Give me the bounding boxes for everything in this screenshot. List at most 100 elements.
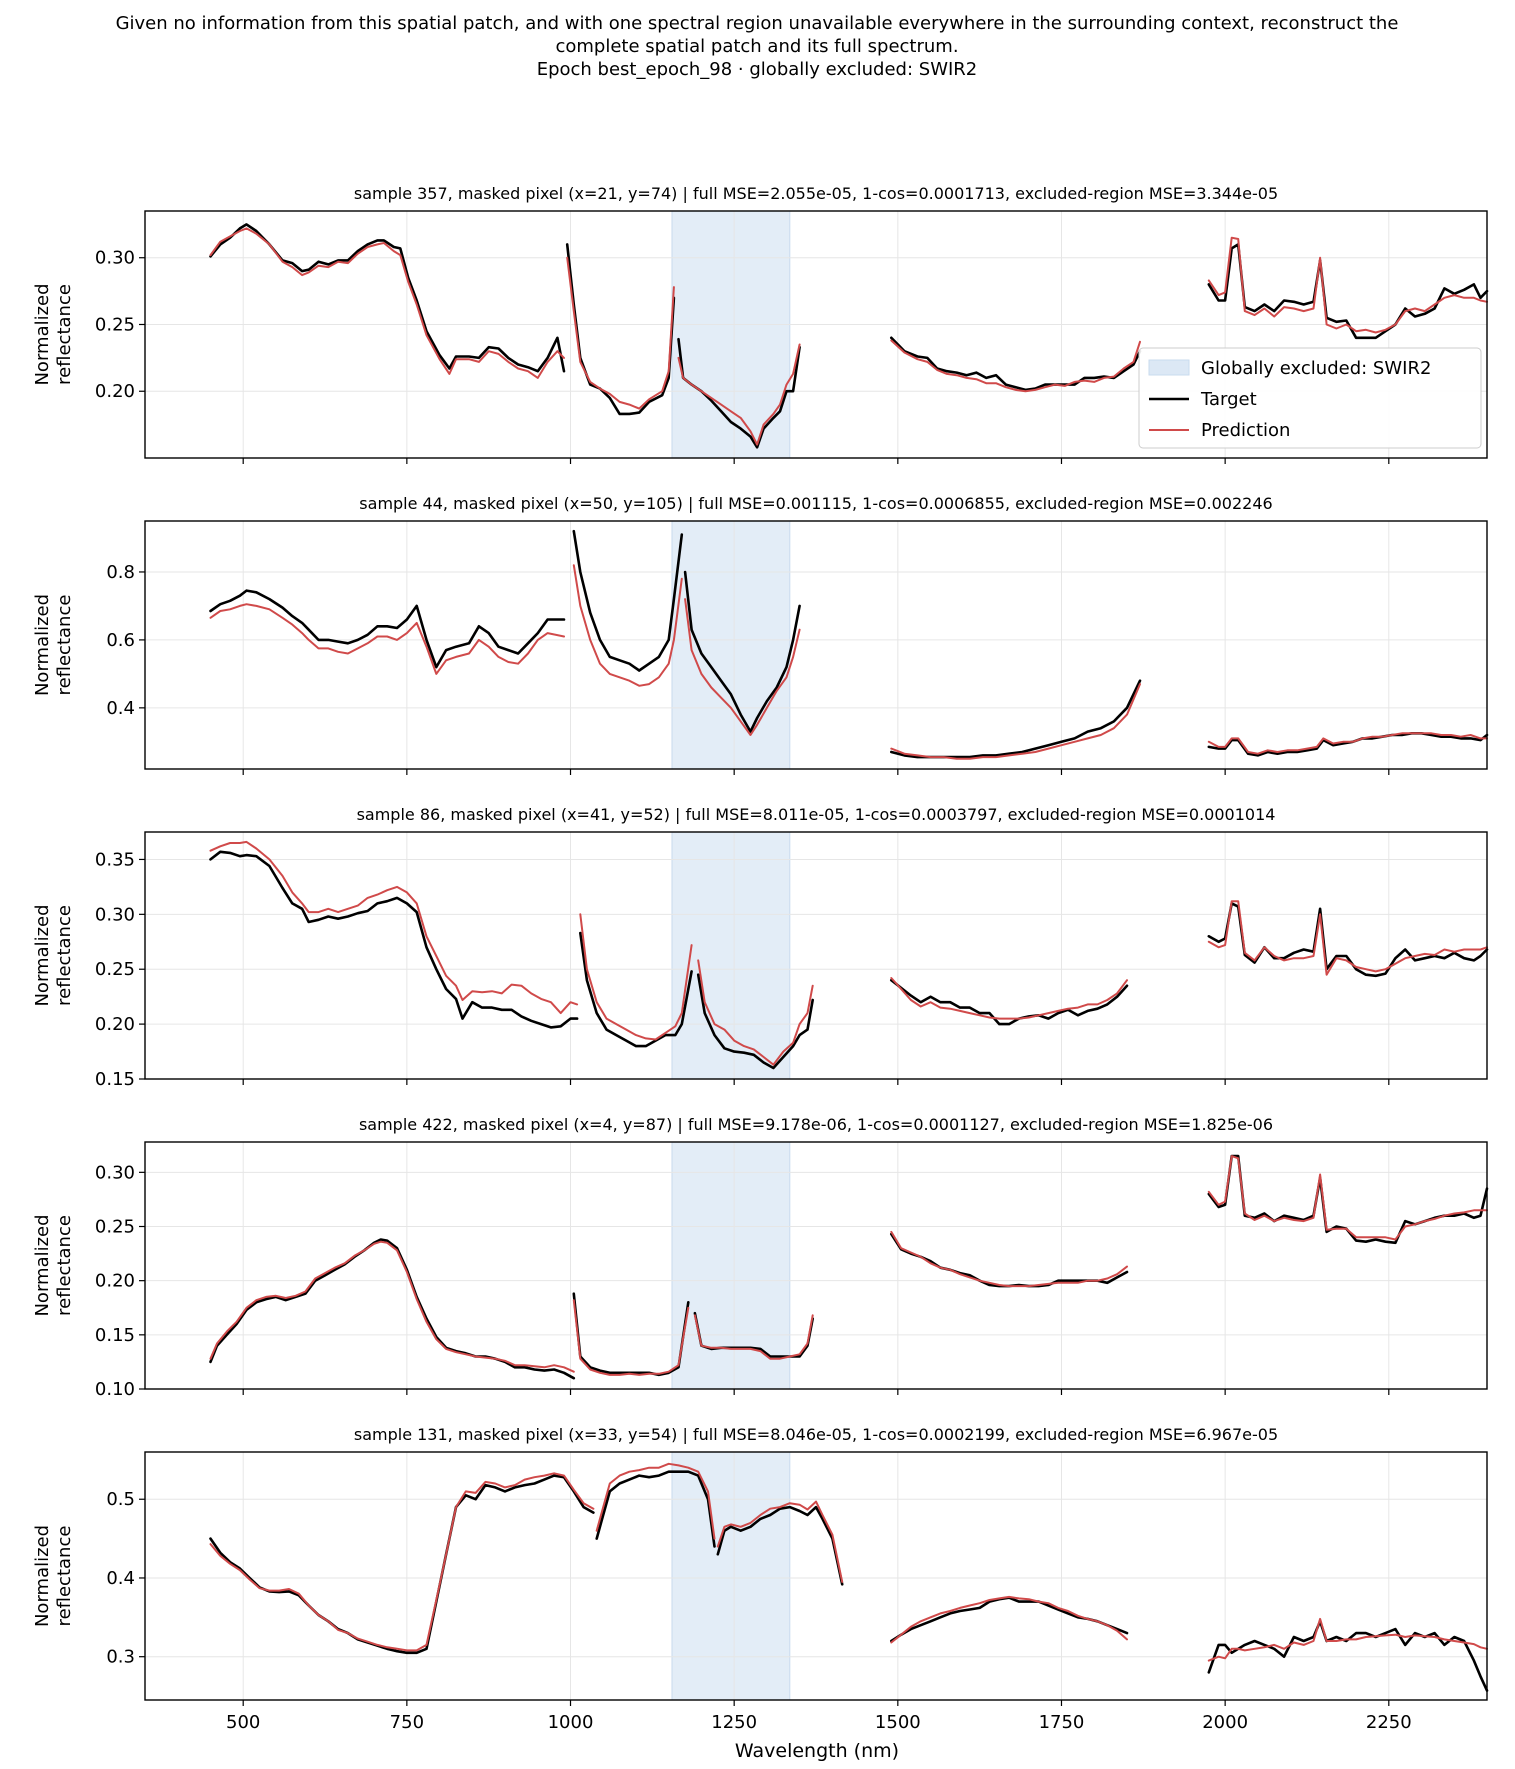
y-axis-label-line-2: reflectance xyxy=(54,1526,75,1627)
y-tick-label: 0.25 xyxy=(95,1217,135,1238)
prediction-line-segment-5 xyxy=(1207,732,1488,755)
y-tick-label: 0.25 xyxy=(95,959,135,980)
prediction-line-segment-5 xyxy=(1207,900,1488,976)
target-line-segment-1 xyxy=(209,1238,576,1380)
prediction-line-segment-4 xyxy=(890,1230,1128,1288)
subplot-1: 0.20 0.25 0.30 sample 357, masked pixel (x=… xyxy=(32,184,1489,464)
subplot-title: sample 131, masked pixel (x=33, y=54) | … xyxy=(354,1425,1278,1444)
plot-frame xyxy=(144,520,1488,770)
y-tick-label: 0.6 xyxy=(106,630,135,651)
y-axis-label-line-1: Normalized xyxy=(32,1214,53,1316)
prediction-line-segment-4 xyxy=(890,977,1128,1020)
subplot-title: sample 86, masked pixel (x=41, y=52) | f… xyxy=(357,805,1276,824)
y-tick-label: 0.4 xyxy=(106,698,135,719)
target-line-segment-2 xyxy=(579,931,693,1048)
y-axis-label-line-1: Normalized xyxy=(32,904,53,1006)
subplot-title: sample 357, masked pixel (x=21, y=74) | … xyxy=(354,184,1278,203)
legend-label: Globally excluded: SWIR2 xyxy=(1201,358,1431,379)
subplot-2: 0.4 0.6 0.8 sample 44, masked pixel (x=50, … xyxy=(32,494,1489,775)
x-tick-label: 500 xyxy=(226,1712,260,1733)
y-axis-label-line-2: reflectance xyxy=(54,284,75,385)
prediction-line-segment-3 xyxy=(677,343,801,446)
y-tick-label: 0.35 xyxy=(95,849,135,870)
prediction-line-segment-2 xyxy=(572,564,683,687)
target-line-segment-2 xyxy=(572,1292,690,1377)
subplot-title: sample 44, masked pixel (x=50, y=105) | … xyxy=(359,494,1272,513)
plot-frame xyxy=(144,210,1488,459)
y-axis-label-line-1: Normalized xyxy=(32,1525,53,1627)
x-tick-label: 1250 xyxy=(711,1712,757,1733)
subplot-5: 500 750 1000 1250 1500 1750 2000 2250 0.3 0.4 0.5 s… xyxy=(32,1425,1489,1733)
prediction-line-segment-4 xyxy=(890,1595,1128,1644)
legend-label: Target xyxy=(1200,389,1257,410)
target-line-segment-5 xyxy=(1207,1620,1489,1692)
y-tick-label: 0.20 xyxy=(95,1271,135,1292)
plot-frame xyxy=(144,1141,1488,1390)
prediction-line-segment-2 xyxy=(566,256,675,410)
y-tick-label: 0.10 xyxy=(95,1379,135,1400)
target-line-segment-5 xyxy=(1207,243,1489,340)
target-line-segment-3 xyxy=(683,570,801,733)
y-tick-label: 0.25 xyxy=(95,314,135,335)
target-line-segment-3 xyxy=(716,1505,844,1586)
target-line-segment-5 xyxy=(1207,732,1489,757)
y-tick-label: 0.5 xyxy=(106,1489,135,1510)
legend-label: Prediction xyxy=(1201,420,1290,441)
prediction-line-segment-5 xyxy=(1207,1155,1488,1241)
prediction-line-segment-2 xyxy=(572,1299,690,1376)
target-line-segment-4 xyxy=(890,978,1129,1026)
target-line-segment-2 xyxy=(595,1470,716,1548)
prediction-line-segment-2 xyxy=(595,1462,716,1540)
subplot-panels: 0.20 0.25 0.30 sample 357, masked pixel (x=… xyxy=(32,184,1489,1733)
figure-title-line-2: complete spatial patch and its full spec… xyxy=(555,36,958,57)
x-tick-label: 750 xyxy=(390,1712,424,1733)
plot-frame xyxy=(144,1451,1488,1701)
y-axis-label-line-1: Normalized xyxy=(32,594,53,696)
excluded-region-band xyxy=(671,1451,791,1701)
figure-title-line-3: Epoch best_epoch_98 · globally excluded:… xyxy=(537,59,978,80)
prediction-line-segment-3 xyxy=(716,1500,844,1583)
target-line-segment-2 xyxy=(572,529,684,672)
prediction-line-segment-1 xyxy=(209,1240,575,1373)
legend-box xyxy=(1138,347,1482,449)
target-line-segment-4 xyxy=(890,336,1142,392)
y-tick-label: 0.4 xyxy=(106,1568,135,1589)
subplot-title: sample 422, masked pixel (x=4, y=87) | f… xyxy=(359,1115,1273,1134)
target-line-segment-1 xyxy=(209,1474,595,1655)
y-tick-label: 0.30 xyxy=(95,248,135,269)
prediction-line-segment-1 xyxy=(209,227,565,379)
y-axis-label-line-1: Normalized xyxy=(32,283,53,385)
prediction-line-segment-5 xyxy=(1207,1617,1488,1662)
target-line-segment-5 xyxy=(1207,902,1489,978)
y-axis-label-line-2: reflectance xyxy=(54,595,75,696)
prediction-line-segment-4 xyxy=(890,683,1141,760)
prediction-line-segment-2 xyxy=(579,913,693,1041)
figure-title-line-1: Given no information from this spatial p… xyxy=(116,13,1399,34)
y-tick-label: 0.15 xyxy=(95,1325,135,1346)
prediction-line-segment-1 xyxy=(209,840,579,1015)
target-line-segment-1 xyxy=(209,589,566,669)
y-tick-label: 0.30 xyxy=(95,1162,135,1183)
target-line-segment-3 xyxy=(696,973,814,1070)
x-tick-label: 1500 xyxy=(875,1712,921,1733)
y-tick-label: 0.20 xyxy=(95,1014,135,1035)
plot-frame xyxy=(144,831,1488,1080)
prediction-line-segment-3 xyxy=(697,959,814,1066)
y-tick-label: 0.8 xyxy=(106,562,135,583)
legend-swatch-excluded xyxy=(1148,359,1190,376)
y-tick-label: 0.15 xyxy=(95,1069,135,1090)
x-axis-label: Wavelength (nm) xyxy=(735,1740,899,1762)
prediction-line-segment-3 xyxy=(693,1314,814,1360)
legend: Globally excluded: SWIR2 Target Prediction xyxy=(1138,347,1482,449)
prediction-line-segment-1 xyxy=(209,603,565,675)
excluded-region-band xyxy=(671,520,791,770)
excluded-region-band xyxy=(671,1141,791,1390)
x-tick-label: 1000 xyxy=(548,1712,594,1733)
y-tick-label: 0.20 xyxy=(95,381,135,402)
subplot-4: 0.10 0.15 0.20 0.25 0.30 sample 422, masked p… xyxy=(32,1115,1489,1400)
subplot-3: 0.15 0.20 0.25 0.30 0.35 sample 86, masked pi… xyxy=(32,805,1489,1090)
y-axis-label-line-2: reflectance xyxy=(54,1215,75,1316)
y-tick-label: 0.30 xyxy=(95,904,135,925)
x-tick-label: 2000 xyxy=(1202,1712,1248,1733)
